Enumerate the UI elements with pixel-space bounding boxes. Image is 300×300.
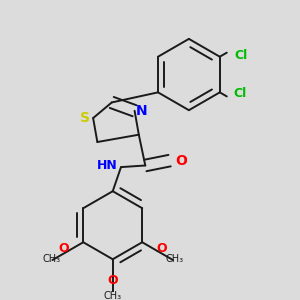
Text: O: O (156, 242, 167, 255)
Text: CH₃: CH₃ (42, 254, 60, 264)
Text: O: O (58, 242, 69, 255)
Text: HN: HN (97, 159, 118, 172)
Text: S: S (80, 111, 90, 125)
Text: CH₃: CH₃ (165, 254, 183, 264)
Text: O: O (107, 274, 118, 287)
Text: N: N (136, 104, 148, 118)
Text: O: O (176, 154, 187, 168)
Text: CH₃: CH₃ (104, 291, 122, 300)
Text: Cl: Cl (233, 87, 247, 100)
Text: Cl: Cl (234, 49, 247, 62)
